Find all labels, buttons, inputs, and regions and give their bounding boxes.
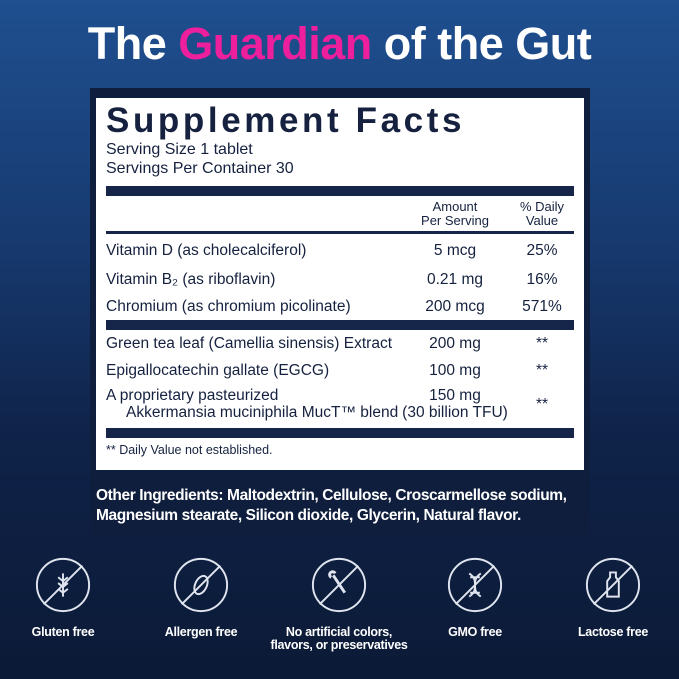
supplement-panel: Supplement Facts Serving Size 1 tablet S… [90,88,590,536]
serving-size: Serving Size 1 tablet [106,141,253,158]
divider [106,320,574,330]
other-ingredients: Other Ingredients: Maltodextrin, Cellulo… [96,487,567,524]
peanut-icon [173,557,229,613]
table-row: Vitamin B₂ (as riboflavin) 0.21 mg 16% [106,271,558,288]
servings-per-container: Servings Per Container 30 [106,160,294,177]
dna-icon [447,557,503,613]
dropper-icon [311,557,367,613]
table-row: Chromium (as chromium picolinate) 200 mcg… [106,298,562,315]
column-headers: Amount Per Serving % Daily Value [421,199,565,228]
table-row: Green tea leaf (Camellia sinensis) Extra… [106,334,549,352]
milk-bottle-icon [585,557,641,613]
divider [106,428,574,438]
badge-gluten-free: Gluten free [0,556,138,639]
badge-no-artificial: No artificial colors, flavors, or preserv… [264,556,414,652]
headline: The Guardian of the Gut [87,18,592,69]
table-row: A proprietary pasteurized Akkermansia muc… [106,387,549,421]
supplement-facts-table: Supplement Facts Serving Size 1 tablet S… [96,98,584,470]
wheat-icon [35,557,91,613]
headline-highlight: Guardian [178,18,372,69]
divider [106,231,574,234]
table-row: Epigallocatechin gallate (EGCG) 100 mg ** [106,361,549,379]
facts-title: Supplement Facts [106,101,466,140]
badge-allergen-free: Allergen free [126,556,276,639]
table-row: Vitamin D (as cholecalciferol) 5 mcg 25% [106,242,558,259]
badge-lactose-free: Lactose free [538,556,679,639]
footnote: ** Daily Value not established. [106,443,273,457]
divider [106,186,574,196]
badge-gmo-free: GMO free [400,556,550,639]
